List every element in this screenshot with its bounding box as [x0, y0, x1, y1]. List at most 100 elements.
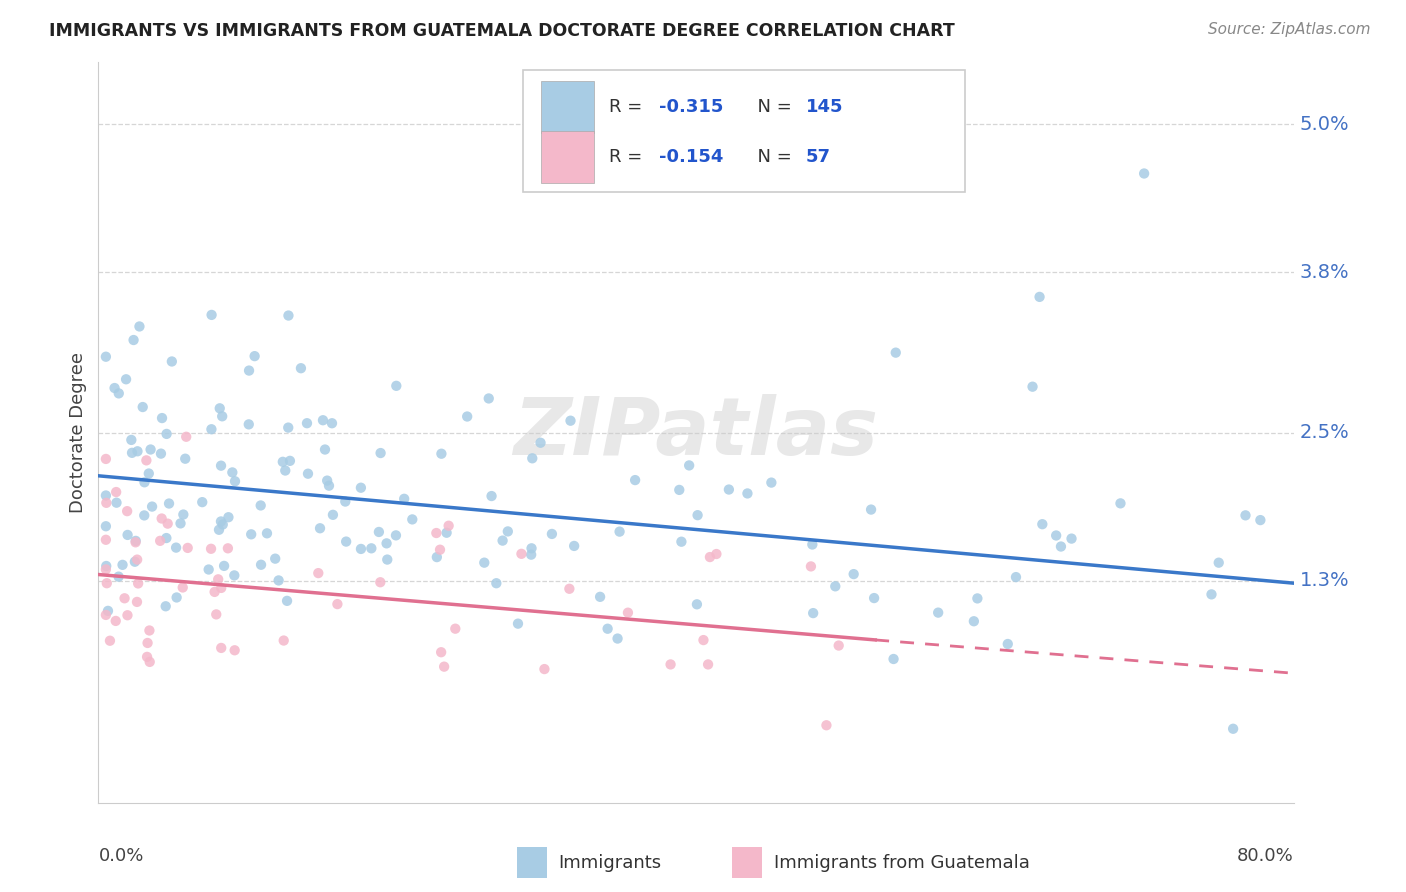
Point	[211, 409, 233, 424]
Point	[156, 516, 179, 531]
Point	[238, 417, 260, 432]
Point	[103, 381, 125, 395]
Text: 80.0%: 80.0%	[1237, 847, 1294, 865]
Point	[96, 576, 118, 591]
Point	[155, 599, 177, 614]
Point	[1249, 513, 1271, 527]
Point	[150, 511, 173, 525]
Point	[172, 581, 194, 595]
Point	[96, 559, 118, 574]
Point	[155, 426, 177, 441]
Point	[134, 508, 156, 523]
Point	[425, 526, 447, 541]
Point	[169, 516, 191, 531]
Point	[264, 551, 287, 566]
Point	[1005, 570, 1028, 584]
Text: Source: ZipAtlas.com: Source: ZipAtlas.com	[1208, 22, 1371, 37]
Point	[125, 533, 148, 548]
FancyBboxPatch shape	[541, 131, 595, 183]
Point	[596, 622, 619, 636]
Point	[686, 597, 709, 611]
Point	[138, 624, 160, 638]
Point	[360, 541, 382, 556]
Point	[385, 379, 408, 393]
Point	[350, 481, 373, 495]
FancyBboxPatch shape	[733, 847, 762, 879]
Point	[111, 558, 134, 572]
Point	[278, 454, 301, 468]
Point	[522, 451, 544, 466]
Point	[139, 442, 162, 457]
Point	[200, 308, 222, 322]
Point	[276, 594, 298, 608]
Point	[138, 467, 160, 481]
Point	[240, 527, 263, 541]
Text: Immigrants from Guatemala: Immigrants from Guatemala	[773, 854, 1029, 871]
Point	[277, 309, 299, 323]
Point	[426, 550, 449, 565]
Point	[127, 552, 149, 566]
Point	[221, 466, 243, 480]
Point	[191, 495, 214, 509]
Point	[1133, 166, 1156, 180]
Point	[207, 572, 229, 586]
Point	[444, 622, 467, 636]
Point	[1222, 722, 1244, 736]
Text: 0.0%: 0.0%	[98, 847, 143, 865]
Point	[520, 548, 543, 562]
Text: R =: R =	[609, 148, 648, 166]
Point	[375, 552, 398, 566]
Point	[863, 591, 886, 605]
Point	[485, 576, 508, 591]
Point	[430, 447, 453, 461]
Point	[122, 333, 145, 347]
Point	[124, 555, 146, 569]
Point	[104, 614, 127, 628]
Point	[212, 558, 235, 573]
Point	[884, 345, 907, 359]
FancyBboxPatch shape	[517, 847, 547, 879]
Point	[617, 606, 640, 620]
Point	[177, 541, 200, 555]
Point	[94, 562, 117, 576]
Point	[1060, 532, 1083, 546]
Point	[481, 489, 503, 503]
Text: 5.0%: 5.0%	[1299, 115, 1350, 134]
Point	[224, 475, 246, 489]
Point	[520, 541, 543, 556]
Text: 57: 57	[806, 148, 831, 166]
Point	[472, 556, 495, 570]
Point	[529, 435, 551, 450]
Point	[659, 657, 682, 672]
Point	[121, 446, 143, 460]
FancyBboxPatch shape	[541, 81, 595, 133]
Point	[209, 581, 232, 595]
Point	[115, 372, 138, 386]
Point	[815, 718, 838, 732]
Point	[125, 595, 148, 609]
Point	[706, 547, 728, 561]
Point	[385, 528, 408, 542]
Point	[217, 541, 239, 556]
Point	[274, 463, 297, 477]
Point	[314, 442, 336, 457]
Point	[135, 453, 157, 467]
Point	[668, 483, 690, 497]
Point	[267, 574, 290, 588]
Point	[392, 491, 415, 506]
Point	[243, 349, 266, 363]
Point	[94, 519, 117, 533]
Point	[174, 430, 197, 444]
Point	[1028, 290, 1050, 304]
Point	[678, 458, 700, 473]
Point	[107, 386, 129, 401]
Point	[94, 350, 117, 364]
Point	[699, 550, 721, 565]
Point	[208, 523, 231, 537]
Point	[624, 473, 647, 487]
Point	[375, 536, 398, 550]
Point	[172, 508, 194, 522]
Text: IMMIGRANTS VS IMMIGRANTS FROM GUATEMALA DOCTORATE DEGREE CORRELATION CHART: IMMIGRANTS VS IMMIGRANTS FROM GUATEMALA …	[49, 22, 955, 40]
Point	[157, 496, 180, 510]
Point	[120, 433, 142, 447]
